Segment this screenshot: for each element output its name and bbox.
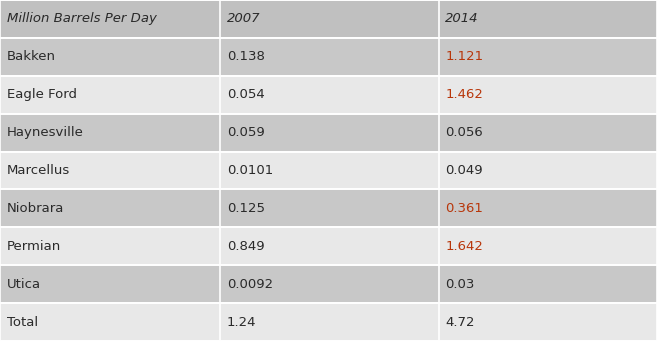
Text: Permian: Permian [7,240,61,253]
Text: 0.125: 0.125 [227,202,265,215]
Text: 0.054: 0.054 [227,88,264,101]
Bar [0,265,657,303]
Bar [0,303,657,341]
Text: Bakken: Bakken [7,50,56,63]
Text: 1.462: 1.462 [445,88,484,101]
Text: 0.056: 0.056 [445,126,483,139]
Text: Total: Total [7,315,37,329]
Text: Utica: Utica [7,278,41,291]
Text: 0.138: 0.138 [227,50,265,63]
Text: 1.121: 1.121 [445,50,484,63]
Text: 0.0092: 0.0092 [227,278,273,291]
Text: 0.03: 0.03 [445,278,475,291]
Text: 0.849: 0.849 [227,240,264,253]
Bar [0,38,657,76]
Text: 0.361: 0.361 [445,202,484,215]
Text: 0.049: 0.049 [445,164,483,177]
Text: 1.642: 1.642 [445,240,484,253]
Text: 0.0101: 0.0101 [227,164,273,177]
Text: 2007: 2007 [227,12,260,26]
Text: Niobrara: Niobrara [7,202,64,215]
Text: Haynesville: Haynesville [7,126,83,139]
Text: Marcellus: Marcellus [7,164,70,177]
Bar [0,227,657,265]
Bar [0,114,657,151]
Bar [0,151,657,190]
Text: 2014: 2014 [445,12,479,26]
Text: 0.059: 0.059 [227,126,264,139]
Bar [0,190,657,227]
Bar [0,76,657,114]
Text: Million Barrels Per Day: Million Barrels Per Day [7,12,156,26]
Text: Eagle Ford: Eagle Ford [7,88,77,101]
Text: 4.72: 4.72 [445,315,475,329]
Text: 1.24: 1.24 [227,315,256,329]
Bar [0,0,657,38]
